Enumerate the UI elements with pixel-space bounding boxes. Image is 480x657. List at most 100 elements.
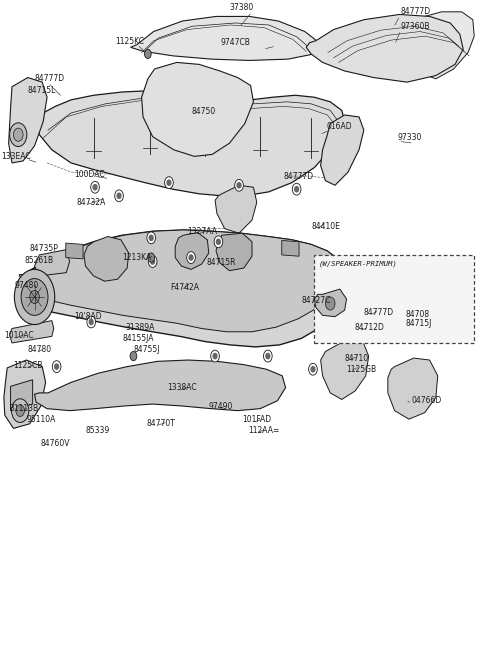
Circle shape xyxy=(266,353,270,359)
Polygon shape xyxy=(131,16,319,60)
Polygon shape xyxy=(215,185,257,233)
Text: 112AA=: 112AA= xyxy=(249,426,280,436)
Circle shape xyxy=(292,183,301,195)
Circle shape xyxy=(52,361,61,373)
Text: 84760V: 84760V xyxy=(41,439,70,448)
Circle shape xyxy=(264,350,272,362)
Circle shape xyxy=(167,180,171,185)
Circle shape xyxy=(214,236,223,248)
Polygon shape xyxy=(314,289,347,317)
Circle shape xyxy=(235,179,243,191)
Circle shape xyxy=(147,232,156,244)
Circle shape xyxy=(149,235,153,240)
Text: 84715L: 84715L xyxy=(28,86,56,95)
Circle shape xyxy=(165,177,173,189)
Text: 84727C: 84727C xyxy=(301,296,331,306)
Circle shape xyxy=(55,364,59,369)
Circle shape xyxy=(148,256,157,267)
Text: 1327AA: 1327AA xyxy=(187,227,217,236)
Text: 84780: 84780 xyxy=(28,345,52,354)
Circle shape xyxy=(237,183,241,188)
Circle shape xyxy=(187,252,195,263)
Circle shape xyxy=(87,316,96,328)
Text: 97360B: 97360B xyxy=(401,22,430,31)
Text: 84735P: 84735P xyxy=(30,244,59,253)
Text: 84777D: 84777D xyxy=(364,307,394,317)
Text: 84770T: 84770T xyxy=(146,419,175,428)
Circle shape xyxy=(10,123,27,147)
Polygon shape xyxy=(306,14,463,82)
Circle shape xyxy=(130,351,137,361)
Text: 10'8AD: 10'8AD xyxy=(74,312,102,321)
Polygon shape xyxy=(11,380,33,411)
Circle shape xyxy=(216,239,220,244)
Text: 1010AC: 1010AC xyxy=(4,330,34,340)
Text: 1125GB: 1125GB xyxy=(347,365,377,374)
Circle shape xyxy=(148,253,155,262)
Text: 016AD: 016AD xyxy=(326,122,352,131)
Text: 97490: 97490 xyxy=(209,401,233,411)
Text: (W/SPEAKER-PRIMUM): (W/SPEAKER-PRIMUM) xyxy=(318,260,397,267)
Text: 84777D: 84777D xyxy=(35,74,65,83)
Text: 9747CB: 9747CB xyxy=(220,38,250,47)
Text: 84732A: 84732A xyxy=(77,198,106,207)
Circle shape xyxy=(14,269,55,325)
Polygon shape xyxy=(282,240,299,256)
Circle shape xyxy=(295,187,299,192)
Text: 84755J: 84755J xyxy=(133,345,160,354)
Circle shape xyxy=(12,399,29,422)
Circle shape xyxy=(151,259,155,264)
Text: 84410E: 84410E xyxy=(311,222,340,231)
Text: 31389A: 31389A xyxy=(126,323,155,332)
Circle shape xyxy=(309,363,317,375)
Text: 133EAC: 133EAC xyxy=(1,152,31,161)
Polygon shape xyxy=(321,115,364,185)
Text: 97480: 97480 xyxy=(14,281,39,290)
Polygon shape xyxy=(9,78,47,163)
Circle shape xyxy=(189,255,193,260)
Text: 1125KC: 1125KC xyxy=(115,37,144,46)
FancyBboxPatch shape xyxy=(314,255,474,343)
Text: 84777D: 84777D xyxy=(401,7,431,16)
Polygon shape xyxy=(175,233,209,269)
Circle shape xyxy=(311,367,315,372)
Text: 100DAC: 100DAC xyxy=(74,170,105,179)
Polygon shape xyxy=(216,233,252,271)
Text: 85261B: 85261B xyxy=(25,256,54,265)
Polygon shape xyxy=(409,12,474,79)
Text: 85339: 85339 xyxy=(85,426,110,435)
Text: 84715R: 84715R xyxy=(206,258,236,267)
Text: 1213KA: 1213KA xyxy=(122,253,152,262)
Circle shape xyxy=(91,181,99,193)
Circle shape xyxy=(21,279,48,315)
Text: 1338AC: 1338AC xyxy=(167,383,197,392)
Circle shape xyxy=(93,185,97,190)
Text: 1125CB: 1125CB xyxy=(13,361,43,370)
Text: 84750: 84750 xyxy=(192,107,216,116)
Circle shape xyxy=(115,190,123,202)
Polygon shape xyxy=(142,62,253,156)
Text: 84715J: 84715J xyxy=(406,319,432,328)
Text: 84710: 84710 xyxy=(345,353,369,363)
Polygon shape xyxy=(35,360,286,411)
Circle shape xyxy=(117,193,121,198)
Text: 31113B: 31113B xyxy=(10,404,39,413)
Circle shape xyxy=(13,128,23,141)
Text: 101FAD: 101FAD xyxy=(242,415,272,424)
Polygon shape xyxy=(66,243,83,259)
Polygon shape xyxy=(388,358,438,419)
Circle shape xyxy=(144,49,151,58)
Circle shape xyxy=(30,290,39,304)
Text: 97330: 97330 xyxy=(397,133,422,143)
Polygon shape xyxy=(19,230,343,332)
Text: 37380: 37380 xyxy=(229,3,253,12)
Polygon shape xyxy=(4,360,46,428)
Polygon shape xyxy=(36,91,345,196)
Circle shape xyxy=(89,319,93,325)
Polygon shape xyxy=(321,338,369,399)
Text: F4742A: F4742A xyxy=(170,283,199,292)
Circle shape xyxy=(325,297,335,310)
Text: 84712D: 84712D xyxy=(354,323,384,332)
Text: 04766D: 04766D xyxy=(412,396,442,405)
Polygon shape xyxy=(84,237,129,281)
